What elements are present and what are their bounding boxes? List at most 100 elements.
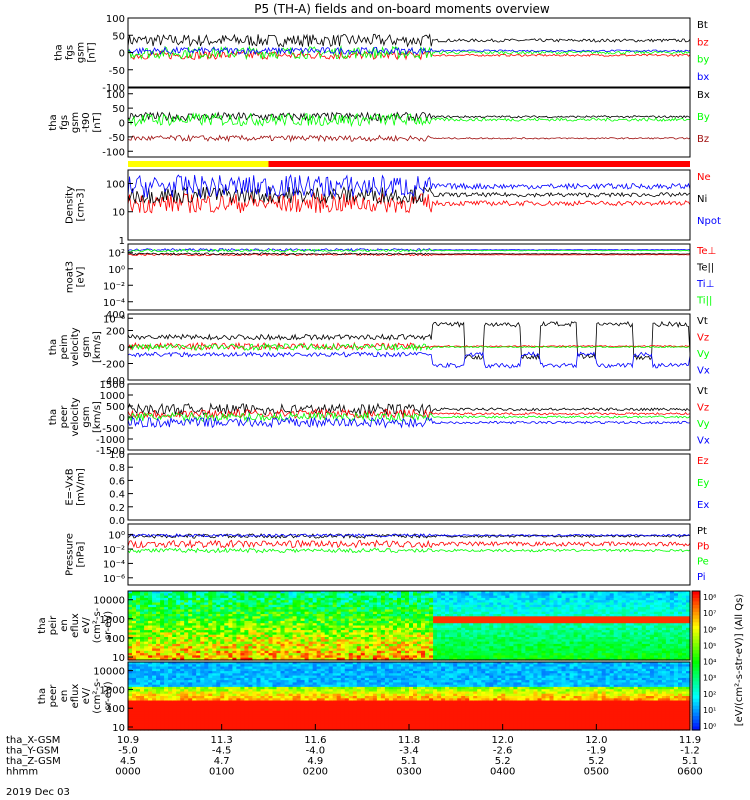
- heat-cell: [152, 604, 157, 608]
- heat-cell: [637, 625, 643, 629]
- heat-cell: [657, 653, 663, 656]
- series-Pe: [127, 547, 691, 554]
- heat-cell: [645, 637, 651, 640]
- heat-cell: [678, 602, 683, 606]
- series-Vy: [127, 411, 691, 423]
- heat-cell: [200, 591, 205, 594]
- heat-cell: [156, 657, 161, 661]
- heat-cell: [356, 611, 362, 615]
- heat-cell: [248, 650, 253, 654]
- heat-cell: [340, 627, 346, 631]
- heat-cell: [384, 630, 390, 633]
- heat-cell: [553, 632, 559, 636]
- heat-cell: [244, 641, 249, 645]
- heat-cell: [204, 664, 209, 668]
- heat-cell: [188, 673, 193, 677]
- heat-cell: [593, 657, 599, 661]
- heat-cell: [212, 630, 217, 633]
- heat-cell: [441, 616, 446, 620]
- heat-cell: [308, 614, 314, 617]
- heat-cell: [388, 655, 394, 659]
- heat-cell: [244, 623, 249, 627]
- heat-cell: [356, 657, 362, 661]
- heat-cell: [132, 693, 137, 697]
- heat-cell: [465, 618, 470, 622]
- heat-cell: [176, 723, 181, 727]
- heat-cell: [682, 627, 687, 631]
- y-tick-label: -50: [109, 133, 125, 144]
- heat-cell: [224, 625, 229, 629]
- heat-cell: [585, 641, 591, 645]
- heat-cell: [328, 653, 334, 656]
- heat-cell: [625, 623, 631, 627]
- heat-cell: [489, 602, 494, 606]
- heat-cell: [686, 620, 691, 624]
- heat-cell: [581, 600, 587, 604]
- heat-cell: [172, 727, 177, 731]
- heat-cell: [513, 600, 518, 604]
- heat-cell: [469, 604, 474, 608]
- heat-cell: [320, 643, 326, 647]
- heat-cell: [140, 702, 145, 706]
- heat-cell: [372, 604, 378, 608]
- heat-cell: [140, 727, 145, 731]
- heat-cell: [465, 602, 470, 606]
- heat-cell: [489, 627, 494, 631]
- heat-cell: [453, 625, 458, 629]
- heat-cell: [561, 623, 567, 627]
- heat-cell: [401, 611, 406, 615]
- heat-cell: [160, 597, 165, 601]
- heat-cell: [188, 693, 193, 697]
- heat-cell: [196, 707, 201, 711]
- heat-cell: [645, 620, 651, 624]
- heat-cell: [140, 716, 145, 720]
- heat-cell: [433, 607, 438, 610]
- heat-cell: [417, 657, 422, 661]
- y-tick-label: -100: [102, 147, 125, 158]
- heat-cell: [200, 671, 205, 674]
- heat-cell: [649, 607, 655, 610]
- heat-cell: [429, 630, 434, 633]
- heat-cell: [148, 643, 153, 647]
- heat-cell: [156, 689, 161, 693]
- heat-cell: [453, 614, 458, 617]
- heat-cell: [569, 643, 575, 647]
- heat-cell: [613, 653, 619, 656]
- heat-cell: [597, 595, 603, 599]
- heat-cell: [633, 641, 639, 645]
- heat-cell: [172, 620, 177, 624]
- heat-cell: [368, 655, 374, 659]
- heat-cell: [232, 637, 237, 640]
- y-axis-label: [km/s]: [92, 331, 103, 363]
- heat-cell: [200, 607, 205, 610]
- heat-cell: [284, 625, 290, 629]
- heat-cell: [665, 639, 671, 643]
- heat-cell: [437, 639, 442, 643]
- heat-cell: [180, 702, 185, 706]
- heat-cell: [244, 657, 249, 661]
- heat-cell: [160, 653, 165, 656]
- heat-cell: [280, 623, 286, 627]
- heat-cell: [216, 648, 221, 652]
- heat-cell: [172, 668, 177, 672]
- heat-cell: [312, 655, 318, 659]
- heat-cell: [260, 620, 266, 624]
- heat-cell: [244, 634, 249, 638]
- heat-cell: [144, 646, 149, 650]
- heat-cell: [388, 627, 394, 631]
- heat-cell: [188, 691, 193, 695]
- heat-cell: [332, 634, 338, 638]
- heat-cell: [328, 648, 334, 652]
- heat-cell: [188, 666, 193, 670]
- heat-cell: [192, 700, 197, 704]
- heat-cell: [525, 595, 530, 599]
- heat-cell: [413, 620, 418, 624]
- heat-cell: [344, 611, 350, 615]
- heat-cell: [176, 702, 181, 706]
- heat-cell: [176, 650, 181, 654]
- heat-cell: [224, 650, 229, 654]
- heat-cell: [421, 616, 426, 620]
- heat-cell: [633, 609, 639, 613]
- heat-cell: [529, 643, 534, 647]
- heat-cell: [292, 620, 298, 624]
